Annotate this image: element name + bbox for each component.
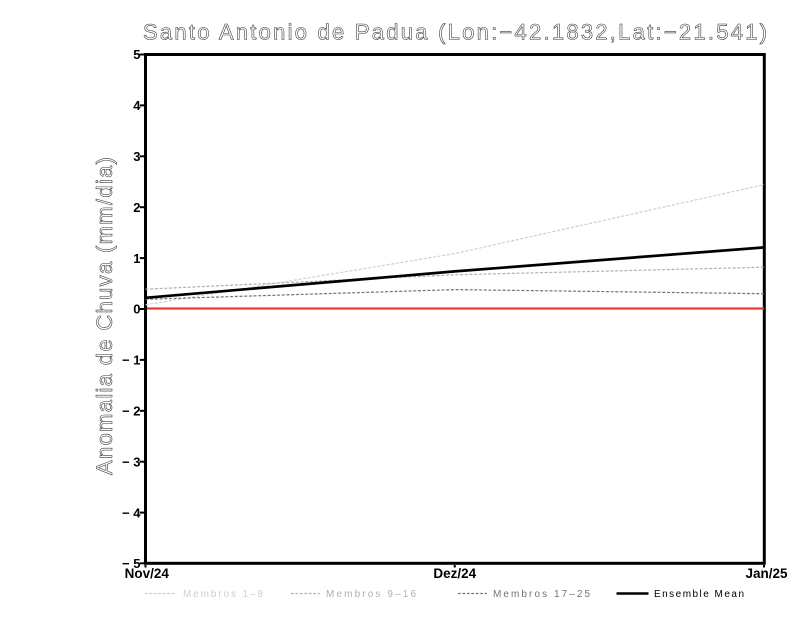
- svg-text:Ensemble Mean: Ensemble Mean: [654, 589, 744, 600]
- svg-text:5: 5: [133, 47, 140, 62]
- svg-text:Nov/24: Nov/24: [125, 566, 170, 581]
- svg-text:1: 1: [133, 251, 140, 266]
- svg-text:Jan/25: Jan/25: [745, 566, 788, 581]
- svg-text:3: 3: [133, 149, 140, 164]
- svg-text:0: 0: [133, 302, 140, 317]
- svg-text:Dez/24: Dez/24: [433, 566, 476, 581]
- svg-text:Membros 17–25: Membros 17–25: [493, 589, 590, 600]
- svg-text:4: 4: [133, 98, 141, 113]
- svg-text:Membros 1–8: Membros 1–8: [183, 589, 263, 600]
- svg-text:Santo Antonio de Padua (Lon:−4: Santo Antonio de Padua (Lon:−42.1832,Lat…: [143, 20, 767, 45]
- svg-text:2: 2: [133, 200, 140, 215]
- svg-text:Membros 9–16: Membros 9–16: [326, 589, 416, 600]
- svg-text:Anomalia de Chuva (mm/dia): Anomalia de Chuva (mm/dia): [92, 157, 117, 475]
